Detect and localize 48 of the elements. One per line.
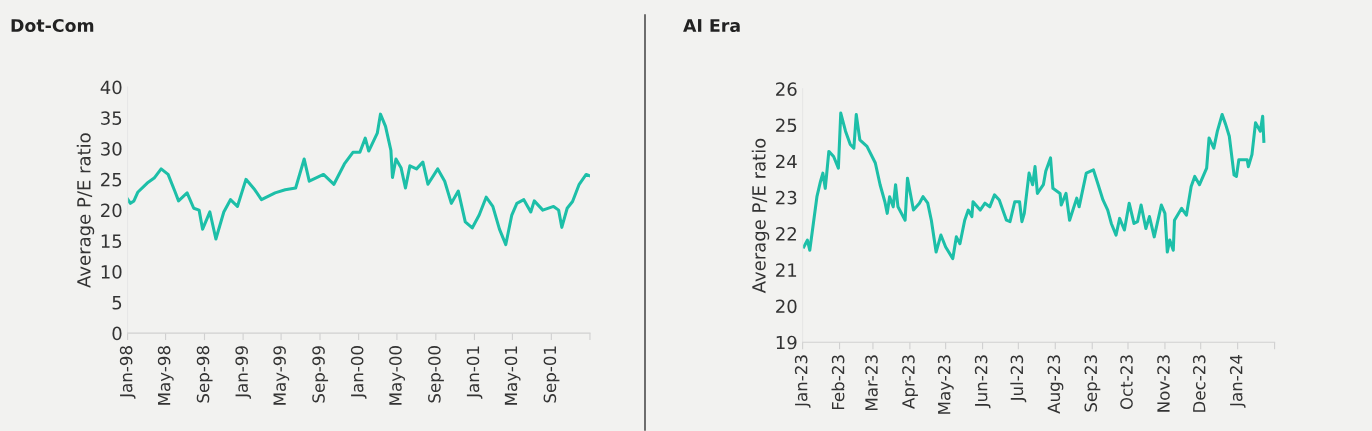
x-tick-label: Sep-98 xyxy=(196,346,213,403)
x-tick-label: Jan-01 xyxy=(466,346,483,399)
y-tick-label: 0 xyxy=(112,326,122,341)
x-tick-label: Sep-23 xyxy=(1084,355,1101,412)
y-tick-label: 19 xyxy=(776,335,797,350)
x-tick-label: Oct-23 xyxy=(1120,355,1133,410)
x-tick-label: Aug-23 xyxy=(1047,355,1064,414)
x-tick-label: Mar-23 xyxy=(865,355,878,410)
x-tick-label: Sep-99 xyxy=(312,346,329,403)
y-tick-label: 35 xyxy=(101,111,122,125)
y-tick-label: 25 xyxy=(776,118,797,133)
x-tick-label: May-99 xyxy=(273,346,290,405)
y-tick-label: 10 xyxy=(101,265,122,279)
x-tick-label: Jan-99 xyxy=(235,346,252,399)
x-tick-label: Jul-23 xyxy=(1010,355,1027,403)
chart-title: Dot-Com xyxy=(11,18,94,33)
x-tick-label: May-01 xyxy=(504,346,521,405)
y-tick-label: 5 xyxy=(112,296,122,310)
line-series xyxy=(802,111,1266,261)
y-tick-label: 25 xyxy=(101,172,122,187)
line-series xyxy=(127,112,590,247)
x-tick-label: May-00 xyxy=(389,346,405,405)
x-tick-label: Apr-23 xyxy=(902,355,918,409)
y-tick-label: 22 xyxy=(776,227,796,241)
x-tick-label: May-98 xyxy=(157,346,174,405)
x-tick-label: Sep-00 xyxy=(428,346,444,403)
y-tick-label: 20 xyxy=(776,299,797,314)
y-tick-label: 40 xyxy=(100,80,122,95)
x-tick-label: Jun-23 xyxy=(974,355,991,409)
x-tick-label: Jan-98 xyxy=(119,346,136,399)
x-tick-label: Sep-01 xyxy=(543,346,560,403)
x-tick-label: Dec-23 xyxy=(1192,355,1206,412)
x-tick-label: Jan-24 xyxy=(1229,354,1246,408)
x-tick-label: Jan-23 xyxy=(794,355,811,408)
x-tick-label: May-23 xyxy=(937,355,954,414)
y-tick-label: 15 xyxy=(101,234,122,248)
x-tick-label: Jan-00 xyxy=(350,346,367,399)
chart-title: AI Era xyxy=(683,19,740,33)
y-axis-title: Average P/E ratio xyxy=(76,133,95,288)
y-tick-label: 21 xyxy=(776,263,797,277)
x-tick-label: Feb-23 xyxy=(831,355,845,410)
y-tick-label: 20 xyxy=(101,203,122,218)
x-tick-label: Nov-23 xyxy=(1157,355,1170,412)
y-tick-label: 24 xyxy=(776,154,797,169)
y-axis-title: Average P/E ratio xyxy=(751,138,770,294)
y-tick-label: 30 xyxy=(101,142,122,156)
y-tick-label: 26 xyxy=(776,82,797,96)
y-tick-label: 23 xyxy=(776,190,797,205)
